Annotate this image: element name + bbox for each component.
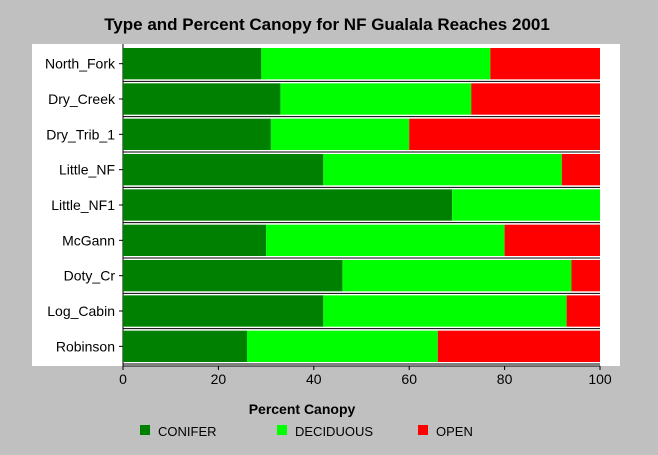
category-labels: North_Fork Dry_Creek Dry_Trib_1 Little_NF Li…	[45, 56, 123, 354]
bar-deciduous-dry_creek	[280, 83, 472, 115]
bar-open-doty_cr	[571, 260, 600, 292]
bar-deciduous-robinson	[247, 330, 438, 362]
bar-deciduous-north_fork	[261, 48, 491, 80]
bar-open-log_cabin	[566, 295, 600, 327]
bar-conifer-robinson	[123, 330, 248, 362]
bar-conifer-log_cabin	[123, 295, 324, 327]
bar-open-north_fork	[490, 48, 600, 80]
legend-label-deciduous: DECIDUOUS	[295, 424, 373, 439]
bar-conifer-mcgann	[123, 224, 267, 256]
bar-open-dry_creek	[471, 83, 600, 115]
x-tick-label: 40	[306, 371, 322, 387]
chart-title: Type and Percent Canopy for NF Gualala R…	[104, 15, 550, 34]
category-label: Log_Cabin	[47, 303, 115, 319]
x-tick-label: 20	[211, 371, 227, 387]
category-label: McGann	[62, 232, 115, 248]
bar-deciduous-little_nf	[323, 154, 562, 186]
x-axis-label: Percent Canopy	[249, 401, 356, 417]
bar-conifer-dry_trib_1	[123, 118, 271, 150]
bar-conifer-little_nf1	[123, 189, 453, 221]
legend: CONIFER DECIDUOUS OPEN	[140, 424, 473, 439]
category-label: North_Fork	[45, 56, 116, 72]
x-tick-label: 80	[497, 371, 513, 387]
bar-deciduous-doty_cr	[342, 260, 572, 292]
x-tick-label: 0	[119, 371, 127, 387]
bars	[122, 44, 600, 366]
x-tick-label: 100	[588, 371, 612, 387]
x-tick-label: 60	[401, 371, 417, 387]
bar-deciduous-log_cabin	[323, 295, 567, 327]
category-label: Dry_Creek	[48, 91, 116, 107]
legend-label-conifer: CONIFER	[158, 424, 217, 439]
bar-open-dry_trib_1	[409, 118, 600, 150]
bar-deciduous-little_nf1	[452, 189, 600, 221]
legend-swatch-deciduous	[277, 425, 287, 435]
bar-open-little_nf	[561, 154, 600, 186]
bar-conifer-doty_cr	[123, 260, 343, 292]
legend-swatch-conifer	[140, 425, 150, 435]
category-label: Little_NF1	[51, 197, 115, 213]
bar-conifer-dry_creek	[123, 83, 281, 115]
legend-label-open: OPEN	[436, 424, 473, 439]
bar-conifer-little_nf	[123, 154, 324, 186]
category-label: Doty_Cr	[64, 268, 116, 284]
bar-open-mcgann	[504, 224, 600, 256]
x-axis: 0 20 40 60 80 100	[119, 365, 612, 387]
bar-deciduous-mcgann	[266, 224, 505, 256]
bar-deciduous-dry_trib_1	[270, 118, 410, 150]
category-label: Dry_Trib_1	[46, 126, 115, 142]
bar-conifer-north_fork	[123, 48, 262, 80]
category-label: Little_NF	[59, 162, 115, 178]
bar-open-robinson	[437, 330, 600, 362]
category-label: Robinson	[56, 338, 115, 354]
legend-swatch-open	[418, 425, 428, 435]
